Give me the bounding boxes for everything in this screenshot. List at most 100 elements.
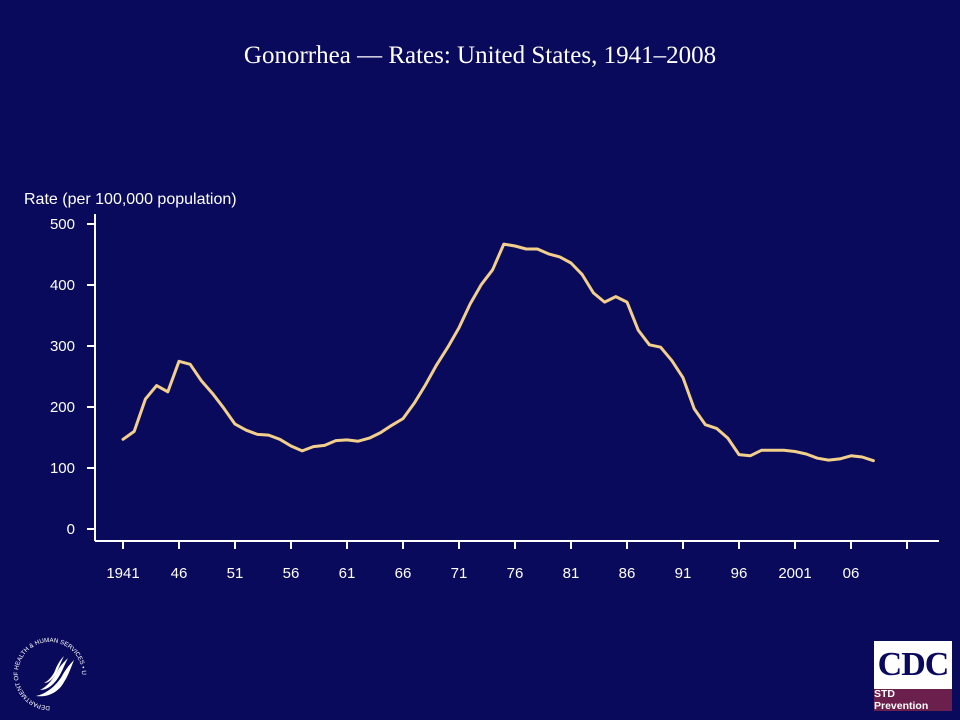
- x-tick-label: 76: [507, 565, 524, 582]
- data-point: [558, 255, 561, 259]
- data-point: [827, 458, 830, 462]
- data-point: [771, 449, 774, 452]
- data-point: [569, 261, 573, 265]
- y-tick-label: 300: [50, 338, 75, 355]
- data-point: [200, 379, 203, 382]
- cdc-wordmark: CDC: [877, 646, 950, 683]
- cdc-logo: CDC STD Prevention: [874, 641, 952, 712]
- data-point: [177, 360, 181, 363]
- data-point: [737, 453, 741, 456]
- data-point: [289, 444, 293, 448]
- data-point: [659, 346, 662, 349]
- y-tick-label: 0: [67, 521, 75, 538]
- data-point: [379, 431, 382, 434]
- data-point: [457, 326, 461, 329]
- x-tick-label: 46: [171, 565, 188, 582]
- data-point: [121, 438, 125, 441]
- data-point: [614, 295, 617, 298]
- data-point: [245, 429, 248, 432]
- data-point: [637, 328, 640, 332]
- data-point: [446, 346, 449, 349]
- data-point: [413, 402, 416, 405]
- data-point: [144, 397, 147, 401]
- data-point: [681, 376, 685, 379]
- data-point: [480, 283, 483, 286]
- data-point: [267, 433, 270, 437]
- line-chart: Rate (per 100,000 population) 0 100 200 300…: [24, 191, 939, 582]
- x-tick-label: 81: [563, 565, 580, 582]
- data-point: [603, 300, 606, 304]
- x-tick-label: 91: [675, 565, 692, 582]
- data-point: [491, 268, 494, 271]
- x-tick-label: 86: [619, 565, 636, 582]
- data-point: [155, 384, 158, 387]
- data-point: [469, 302, 472, 306]
- series-line: [121, 242, 875, 463]
- data-point: [760, 449, 763, 452]
- data-point: [782, 449, 785, 452]
- data-point: [581, 273, 584, 276]
- data-point: [390, 424, 393, 427]
- x-tick-label: 56: [283, 565, 300, 582]
- data-point: [222, 407, 225, 410]
- data-point: [312, 445, 315, 448]
- data-point: [278, 438, 281, 441]
- x-tick-label: 1941: [106, 565, 139, 582]
- y-tick-label: 200: [50, 399, 75, 416]
- x-axis: 1941 46 51 56 61 66 71 76 81 86 91 96 2001 06: [95, 540, 939, 582]
- x-tick-label: 06: [843, 565, 860, 582]
- data-point: [547, 252, 550, 256]
- data-point: [838, 457, 841, 461]
- data-point: [726, 436, 729, 440]
- data-point: [301, 449, 304, 453]
- hhs-seal-text: DEPARTMENT OF HEALTH & HUMAN SERVICES • …: [8, 631, 87, 711]
- data-point: [334, 439, 337, 442]
- data-point: [704, 423, 707, 426]
- svg-text:DEPARTMENT OF HEALTH & HUMAN S: DEPARTMENT OF HEALTH & HUMAN SERVICES • …: [10, 636, 87, 711]
- data-point: [357, 440, 360, 443]
- y-tick-label: 100: [50, 460, 75, 477]
- data-point: [816, 457, 819, 460]
- data-point: [749, 454, 752, 457]
- data-point: [233, 422, 237, 426]
- data-point: [502, 242, 505, 246]
- x-tick-label: 2001: [778, 565, 811, 582]
- data-point: [513, 244, 517, 248]
- y-axis-label: Rate (per 100,000 population): [24, 191, 237, 208]
- data-point: [435, 363, 438, 367]
- hhs-eagle-seal-icon: DEPARTMENT OF HEALTH & HUMAN SERVICES • …: [8, 631, 87, 711]
- x-tick-label: 61: [339, 565, 356, 582]
- data-point: [793, 450, 797, 453]
- data-point: [872, 459, 875, 462]
- data-point: [189, 363, 192, 366]
- data-point: [525, 247, 528, 251]
- hhs-logo: DEPARTMENT OF HEALTH & HUMAN SERVICES • …: [8, 631, 90, 717]
- std-prevention-label: STD Prevention: [874, 688, 952, 712]
- data-point: [133, 430, 136, 433]
- data-point: [256, 433, 259, 436]
- data-point: [345, 438, 349, 442]
- data-point: [368, 436, 371, 440]
- data-point: [592, 291, 595, 295]
- x-tick-label: 66: [395, 565, 412, 582]
- x-tick-label: 51: [227, 565, 244, 582]
- data-point: [648, 343, 651, 346]
- data-point: [211, 392, 214, 395]
- data-point: [536, 247, 539, 251]
- data-point: [693, 407, 696, 410]
- y-tick-label: 500: [50, 216, 75, 233]
- data-point: [670, 359, 673, 362]
- y-tick-label: 400: [50, 277, 75, 294]
- data-point: [625, 300, 629, 304]
- data-point: [323, 444, 326, 447]
- x-tick-label: 96: [731, 565, 748, 582]
- x-tick-label: 71: [451, 565, 468, 582]
- data-point: [861, 455, 864, 459]
- chart-title: Gonorrhea — Rates: United States, 1941–2…: [243, 42, 717, 69]
- y-axis: 0 100 200 300 400 500: [50, 214, 96, 541]
- data-point: [805, 452, 808, 456]
- data-point: [715, 427, 718, 430]
- series-layer: [121, 242, 875, 463]
- data-point: [166, 390, 169, 393]
- data-point: [401, 417, 405, 420]
